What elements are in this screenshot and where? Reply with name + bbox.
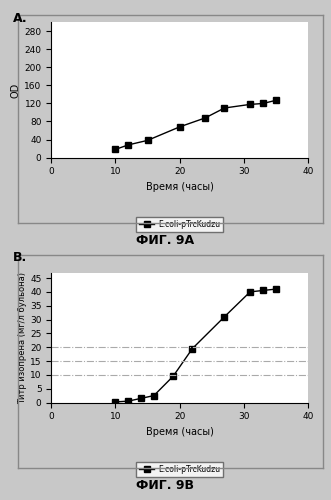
X-axis label: Время (часы): Время (часы): [146, 427, 213, 437]
Legend: E.coli-pTrcKudzu: E.coli-pTrcKudzu: [136, 462, 223, 476]
Text: ФИГ. 9А: ФИГ. 9А: [136, 234, 195, 247]
Text: A.: A.: [13, 12, 28, 26]
Y-axis label: Титр изопрена (мг/л бульона): Титр изопрена (мг/л бульона): [18, 272, 27, 404]
Text: ФИГ. 9В: ФИГ. 9В: [136, 479, 195, 492]
X-axis label: Время (часы): Время (часы): [146, 182, 213, 192]
Text: B.: B.: [13, 251, 27, 264]
Legend: E.coli-pTrcKudzu: E.coli-pTrcKudzu: [136, 217, 223, 232]
Y-axis label: OD: OD: [10, 82, 20, 98]
